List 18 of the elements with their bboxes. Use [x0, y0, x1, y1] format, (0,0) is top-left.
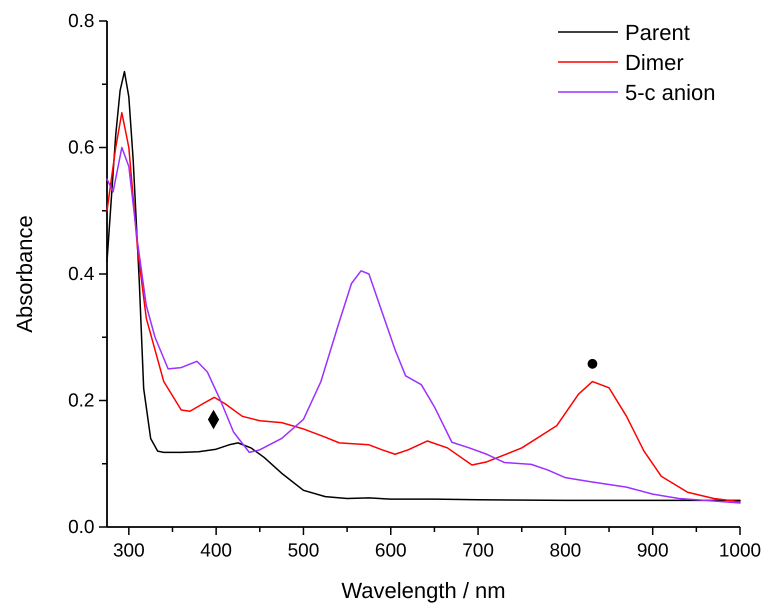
x-tick-label: 500 [288, 540, 320, 562]
x-tick-label: 700 [462, 540, 494, 562]
legend-label: Dimer [625, 50, 684, 75]
x-tick-label: 800 [550, 540, 582, 562]
y-tick-label: 0.4 [68, 264, 95, 286]
x-tick-label: 300 [112, 540, 145, 562]
y-axis-title: Absorbance [12, 215, 37, 333]
x-tick-label: 900 [636, 540, 669, 562]
y-tick-label: 0.0 [68, 517, 94, 538]
x-tick-label: 1000 [718, 540, 762, 562]
x-tick-label: 400 [200, 540, 232, 562]
x-tick-label: 600 [374, 540, 407, 562]
y-tick-label: 0.6 [68, 138, 94, 159]
y-tick-label: 0.2 [68, 390, 94, 412]
legend-label: Parent [625, 20, 690, 45]
legend-label: 5-c anion [625, 80, 716, 105]
y-tick-label: 0.8 [68, 11, 94, 32]
x-axis-title: Wavelength / nm [341, 578, 506, 603]
